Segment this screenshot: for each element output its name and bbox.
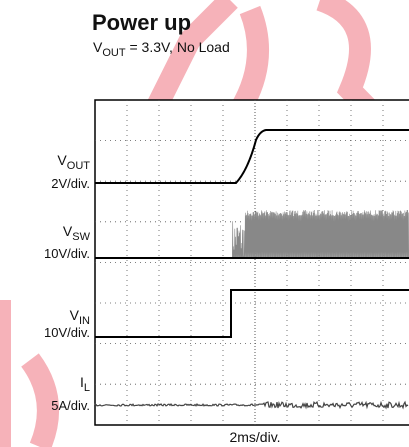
watermark-stroke [316, 0, 409, 158]
subtitle-v: V [93, 39, 103, 55]
timebase: 2ms/div. [229, 429, 280, 445]
vsw-trace [95, 209, 409, 259]
watermark-stroke [140, 0, 238, 125]
title: Power up [92, 10, 191, 35]
channel-scale: 10V/div. [44, 325, 90, 340]
channel-scale: 10V/div. [44, 246, 90, 261]
channel-subscript: IN [79, 315, 90, 327]
channel-subscript: L [84, 382, 90, 394]
subtitle: VOUT = 3.3V, No Load [93, 39, 230, 59]
channel-symbol: V [57, 152, 67, 168]
channel-labels: VOUT2V/div.VSW10V/div.VIN10V/div.IL5A/di… [44, 152, 91, 413]
channel-symbol: I [80, 374, 84, 390]
watermark-stroke [20, 353, 59, 447]
vin-trace [95, 289, 409, 338]
subtitle-rest: = 3.3V, No Load [126, 39, 230, 55]
il-trace [94, 400, 409, 410]
channel-scale: 5A/div. [51, 398, 90, 413]
plot-frame [94, 99, 409, 426]
grid [95, 100, 409, 425]
channel-scale: 2V/div. [51, 176, 90, 191]
channel-symbol: V [63, 223, 73, 239]
subtitle-sub: OUT [102, 47, 126, 59]
channel-subscript: OUT [67, 160, 91, 172]
channel-name: VSW [63, 223, 91, 243]
channel-name: IL [80, 374, 90, 394]
channel-subscript: SW [72, 231, 90, 243]
channel-name: VOUT [57, 152, 90, 172]
traces [94, 129, 409, 410]
channel-name: VIN [70, 307, 90, 327]
vout-trace [95, 129, 409, 184]
watermark-stroke [230, 5, 269, 116]
channel-symbol: V [70, 307, 80, 323]
